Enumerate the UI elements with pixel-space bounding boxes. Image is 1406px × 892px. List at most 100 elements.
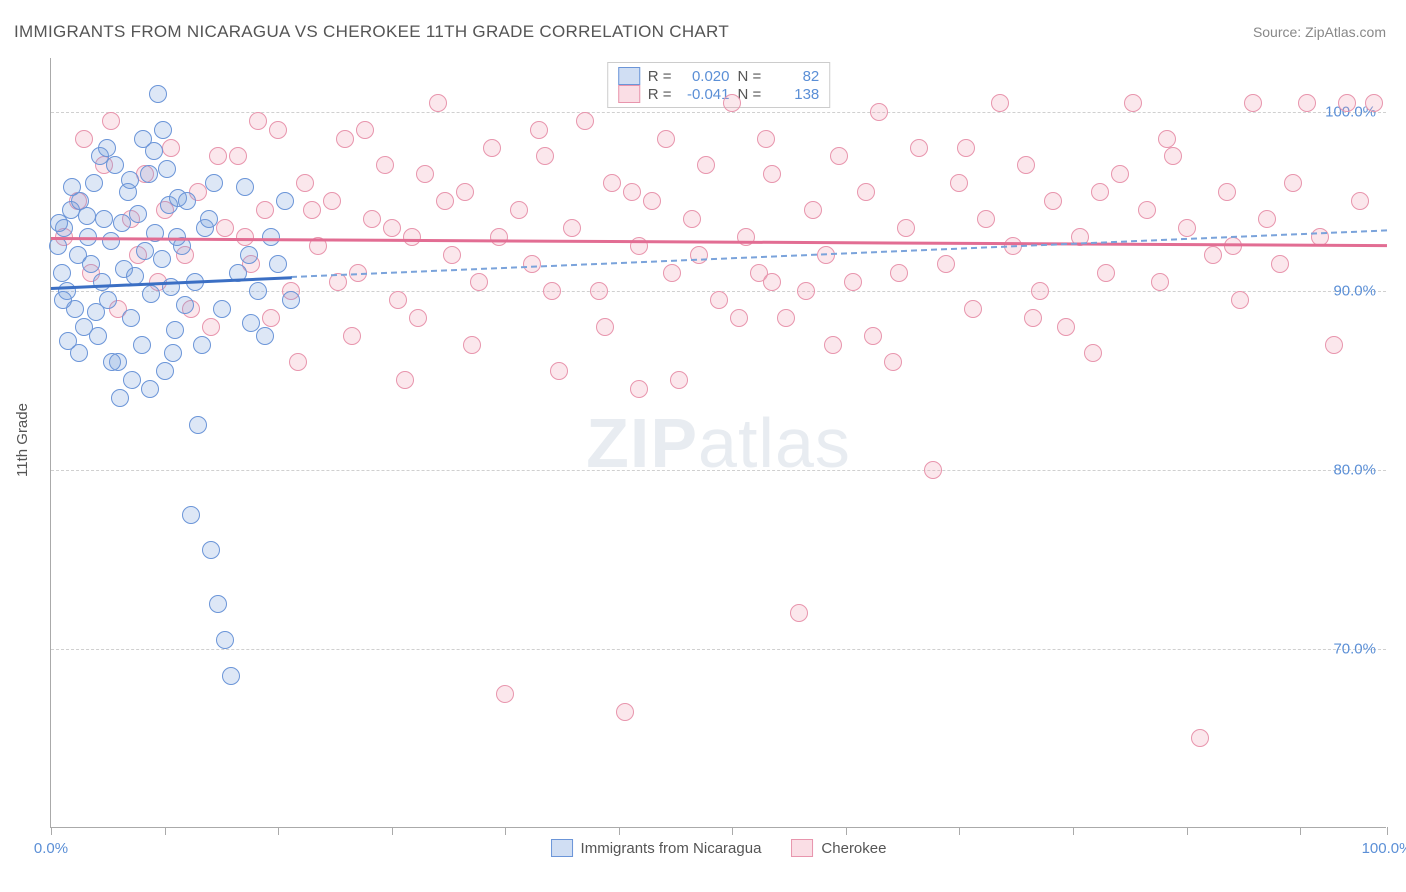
scatter-point <box>443 246 461 264</box>
scatter-point <box>89 327 107 345</box>
x-tick <box>846 827 847 835</box>
scatter-point <box>363 210 381 228</box>
scatter-point <box>189 416 207 434</box>
scatter-point <box>1164 147 1182 165</box>
y-tick-label: 90.0% <box>1333 282 1376 299</box>
scatter-point <box>178 192 196 210</box>
x-tick <box>959 827 960 835</box>
scatter-point <box>113 214 131 232</box>
scatter-point <box>249 282 267 300</box>
scatter-point <box>87 303 105 321</box>
n-value: 138 <box>769 86 819 103</box>
scatter-point <box>389 291 407 309</box>
scatter-point <box>1284 174 1302 192</box>
scatter-point <box>757 130 775 148</box>
scatter-point <box>1365 94 1383 112</box>
scatter-point <box>140 165 158 183</box>
scatter-point <box>158 160 176 178</box>
scatter-point <box>416 165 434 183</box>
scatter-point <box>1111 165 1129 183</box>
y-tick-label: 80.0% <box>1333 461 1376 478</box>
scatter-point <box>723 94 741 112</box>
scatter-point <box>289 353 307 371</box>
scatter-point <box>236 178 254 196</box>
scatter-point <box>870 103 888 121</box>
scatter-point <box>164 344 182 362</box>
scatter-point <box>78 207 96 225</box>
scatter-point <box>1258 210 1276 228</box>
scatter-point <box>490 228 508 246</box>
scatter-point <box>1138 201 1156 219</box>
scatter-point <box>209 595 227 613</box>
scatter-point <box>1024 309 1042 327</box>
scatter-point <box>154 121 172 139</box>
scatter-point <box>59 332 77 350</box>
legend-label: Immigrants from Nicaragua <box>581 840 762 857</box>
chart-container: IMMIGRANTS FROM NICARAGUA VS CHEROKEE 11… <box>0 0 1406 892</box>
scatter-point <box>496 685 514 703</box>
scatter-point <box>145 142 163 160</box>
gridline <box>51 649 1386 650</box>
scatter-point <box>797 282 815 300</box>
scatter-point <box>156 362 174 380</box>
x-tick <box>1300 827 1301 835</box>
scatter-point <box>1178 219 1196 237</box>
scatter-point <box>777 309 795 327</box>
scatter-point <box>102 232 120 250</box>
scatter-point <box>95 210 113 228</box>
scatter-point <box>222 667 240 685</box>
gridline <box>51 112 1386 113</box>
scatter-point <box>523 255 541 273</box>
source-link[interactable]: ZipAtlas.com <box>1305 24 1386 40</box>
scatter-point <box>890 264 908 282</box>
x-tick <box>51 827 52 835</box>
scatter-point <box>403 228 421 246</box>
scatter-point <box>1325 336 1343 354</box>
scatter-point <box>991 94 1009 112</box>
scatter-point <box>964 300 982 318</box>
scatter-point <box>102 112 120 130</box>
scatter-point <box>616 703 634 721</box>
n-value: 82 <box>769 68 819 85</box>
scatter-point <box>166 321 184 339</box>
scatter-point <box>256 327 274 345</box>
scatter-point <box>1017 156 1035 174</box>
x-tick-label: 100.0% <box>1362 840 1406 857</box>
scatter-point <box>643 192 661 210</box>
scatter-point <box>1031 282 1049 300</box>
scatter-point <box>136 242 154 260</box>
scatter-point <box>82 255 100 273</box>
r-label: R = <box>648 68 672 85</box>
scatter-point <box>950 174 968 192</box>
scatter-point <box>103 353 121 371</box>
scatter-point <box>864 327 882 345</box>
legend-item: Cherokee <box>791 839 886 857</box>
scatter-point <box>1057 318 1075 336</box>
stats-row: R = -0.041 N = 138 <box>618 85 820 103</box>
n-label: N = <box>738 68 762 85</box>
scatter-point <box>1158 130 1176 148</box>
scatter-point <box>1191 729 1209 747</box>
scatter-point <box>262 228 280 246</box>
scatter-point <box>910 139 928 157</box>
scatter-point <box>1044 192 1062 210</box>
scatter-point <box>256 201 274 219</box>
scatter-point <box>590 282 608 300</box>
scatter-point <box>336 130 354 148</box>
scatter-point <box>844 273 862 291</box>
scatter-point <box>763 165 781 183</box>
scatter-point <box>470 273 488 291</box>
y-tick-label: 70.0% <box>1333 640 1376 657</box>
scatter-point <box>690 246 708 264</box>
gridline <box>51 470 1386 471</box>
scatter-point <box>603 174 621 192</box>
scatter-point <box>683 210 701 228</box>
r-label: R = <box>648 86 672 103</box>
scatter-point <box>409 309 427 327</box>
scatter-point <box>596 318 614 336</box>
scatter-point <box>1351 192 1369 210</box>
scatter-point <box>1218 183 1236 201</box>
scatter-point <box>53 264 71 282</box>
scatter-point <box>977 210 995 228</box>
plot-area: ZIPatlas R = 0.020 N = 82 R = -0.041 N =… <box>50 58 1386 828</box>
